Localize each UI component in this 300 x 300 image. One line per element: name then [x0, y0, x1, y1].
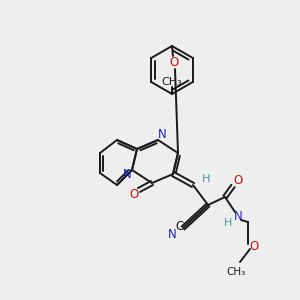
Text: CH₃: CH₃ [226, 267, 246, 277]
Text: H: H [202, 174, 210, 184]
Text: O: O [249, 239, 259, 253]
Text: N: N [234, 211, 242, 224]
Text: N: N [123, 169, 131, 182]
Text: CH₃: CH₃ [162, 77, 182, 87]
Text: H: H [224, 218, 232, 228]
Text: N: N [168, 227, 176, 241]
Text: N: N [158, 128, 166, 142]
Text: O: O [169, 56, 178, 70]
Text: O: O [129, 188, 139, 202]
Text: O: O [233, 175, 243, 188]
Text: C: C [176, 220, 184, 232]
